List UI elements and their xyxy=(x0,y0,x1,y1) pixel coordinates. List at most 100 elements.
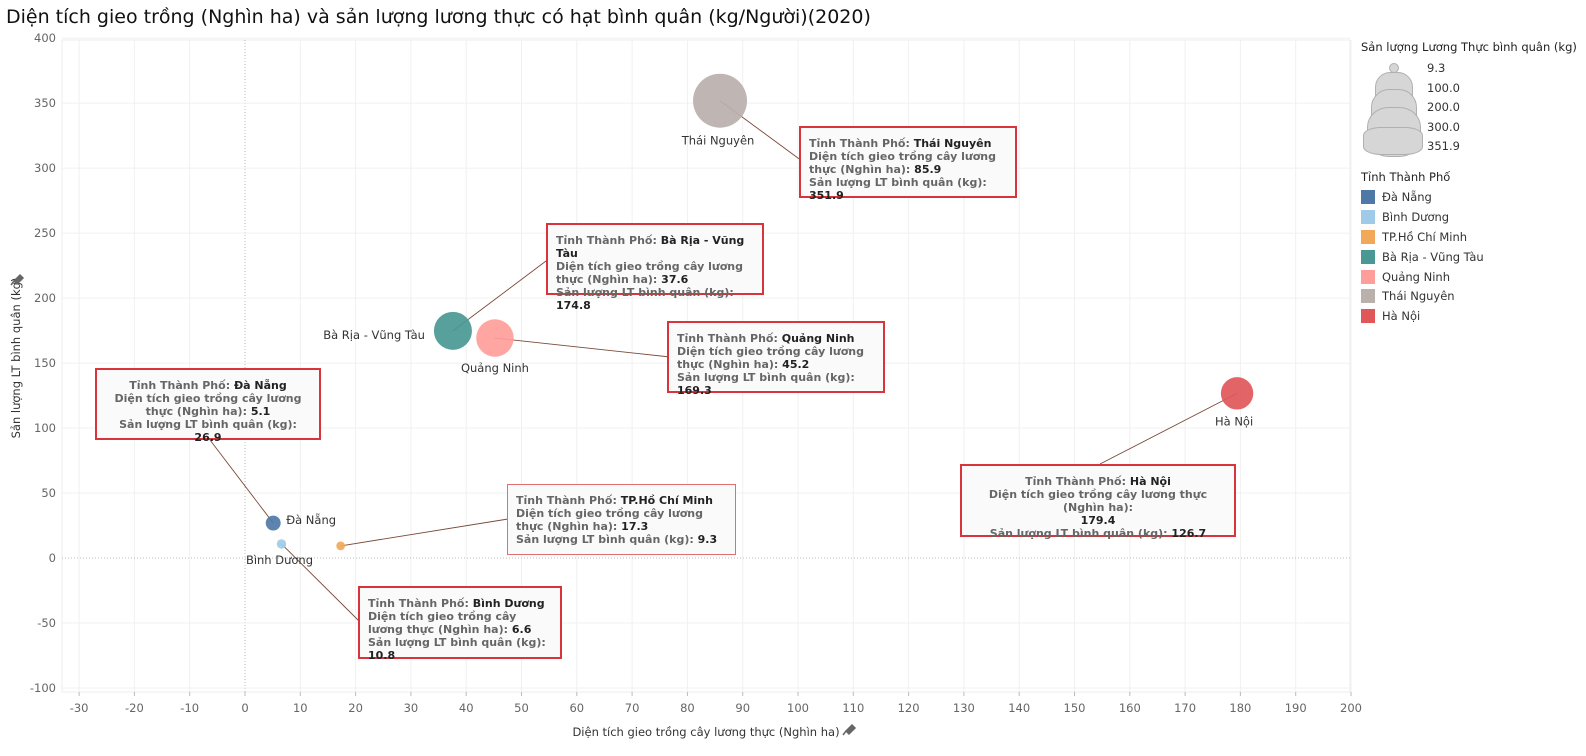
x-tick-label: -10 xyxy=(180,701,199,715)
callout-dt-label: Diện tích gieo trồng cây lương thực (Ngh… xyxy=(677,345,864,371)
x-tick-label: 150 xyxy=(1064,701,1086,715)
y-tick-label: 400 xyxy=(34,31,56,45)
x-tick-label: 130 xyxy=(953,701,975,715)
x-tick-label: 20 xyxy=(348,701,363,715)
callout-sl-value: 351.9 xyxy=(809,189,844,202)
y-tick-label: -50 xyxy=(37,616,56,630)
callout-leaders xyxy=(209,100,1238,623)
x-tick-label: 140 xyxy=(1008,701,1030,715)
callout-tinh-label: Tỉnh Thành Phố: xyxy=(677,332,778,345)
callout-tinh-label: Tỉnh Thành Phố: xyxy=(129,379,231,392)
callout-sl-label: Sản lượng LT bình quân (kg): xyxy=(677,371,855,384)
callout-name: TP.Hồ Chí Minh xyxy=(620,494,713,507)
y-axis-title: Sản lượng LT bình quân (kg) xyxy=(9,278,23,439)
callout-sl-value: 169.3 xyxy=(677,384,712,397)
x-tick-label: 120 xyxy=(898,701,920,715)
leader-line xyxy=(340,518,509,547)
data-point xyxy=(1220,377,1254,410)
legend-item-thai-nguyen[interactable]: Thái Nguyên xyxy=(1361,286,1581,306)
callout-ba-ria-vung-tau: Tỉnh Thành Phố: Bà Rịa - Vũng Tàu Diện t… xyxy=(546,223,764,312)
leader-line xyxy=(494,337,671,358)
callout-name: Quảng Ninh xyxy=(781,332,855,345)
callout-dt-value: 5.1 xyxy=(250,405,271,418)
size-legend-title: Sản lượng Lương Thực bình quân (kg) xyxy=(1361,40,1577,54)
grid xyxy=(61,37,1352,693)
y-tick-label: 50 xyxy=(41,486,56,500)
callout-sl-value: 126.7 xyxy=(1171,527,1207,540)
x-axis-pin-icon[interactable] xyxy=(842,723,857,736)
legend-item-ba-ria-vung-tau[interactable]: Bà Rịa - Vũng Tàu xyxy=(1361,247,1581,267)
legend-swatch xyxy=(1361,289,1375,304)
callout-sl-value: 174.8 xyxy=(556,299,591,312)
callout-name: Bình Dương xyxy=(472,597,545,610)
callout-dt-label: Diện tích gieo trồng cây lương thực (Ngh… xyxy=(516,507,703,533)
size-legend-value: 9.3 xyxy=(1427,61,1446,75)
size-legend-item[interactable]: 351.9 xyxy=(1361,127,1581,156)
x-tick-label: 90 xyxy=(735,701,750,715)
legend-item-ha-noi[interactable]: Hà Nội xyxy=(1361,306,1581,326)
point-label: Quảng Ninh xyxy=(461,361,529,375)
leader-line xyxy=(281,543,361,623)
legend-item-da-nang[interactable]: Đà Nẵng xyxy=(1361,188,1581,208)
legend-label: Bình Dương xyxy=(1382,210,1450,225)
legend-label: Thái Nguyên xyxy=(1382,289,1455,304)
legend-label: Bà Rịa - Vũng Tàu xyxy=(1382,249,1484,264)
y-tick-label: 250 xyxy=(34,226,56,240)
callout-name: Đà Nẵng xyxy=(233,379,287,392)
legend-item-quang-ninh[interactable]: Quảng Ninh xyxy=(1361,267,1581,287)
leader-line xyxy=(209,439,274,524)
size-legend-value: 351.9 xyxy=(1427,139,1460,153)
callout-dt-label: Diện tích gieo trồng cây lương thực (Ngh… xyxy=(114,392,302,418)
x-tick-label: 100 xyxy=(787,701,809,715)
callout-sl-value: 10.8 xyxy=(368,649,396,662)
callout-tinh-label: Tỉnh Thành Phố: xyxy=(1025,475,1127,488)
data-points xyxy=(265,73,1254,551)
callout-dt-value: 17.3 xyxy=(621,520,649,533)
callout-tinh-label: Tỉnh Thành Phố: xyxy=(556,234,657,247)
callout-dt-label: Diện tích gieo trồng cây lương thực (Ngh… xyxy=(988,488,1208,514)
y-tick-label: 150 xyxy=(34,356,56,370)
size-legend-value: 300.0 xyxy=(1427,119,1460,134)
callout-dt-label: Diện tích gieo trồng cây lương thực (Ngh… xyxy=(809,150,996,176)
legend-label: TP.Hồ Chí Minh xyxy=(1382,229,1468,244)
x-tick-label: 70 xyxy=(625,701,640,715)
data-point xyxy=(276,539,287,549)
callout-sl-label: Sản lượng LT bình quân (kg): xyxy=(989,527,1168,540)
callout-tinh-label: Tỉnh Thành Phố: xyxy=(516,494,617,507)
legend-label: Quảng Ninh xyxy=(1382,269,1451,284)
legend-swatch xyxy=(1361,249,1375,264)
x-tick-label: 160 xyxy=(1119,701,1141,715)
leader-line xyxy=(452,257,551,332)
legend-label: Đà Nẵng xyxy=(1382,190,1432,205)
color-legend: Đà Nẵng Bình Dương TP.Hồ Chí Minh Bà Rịa… xyxy=(1361,188,1581,327)
x-tick-label: 180 xyxy=(1229,701,1251,715)
y-axis-pin-icon[interactable] xyxy=(10,273,25,286)
leader-line xyxy=(1099,392,1238,465)
x-tick-label: -20 xyxy=(125,701,144,715)
callout-binh-duong: Tỉnh Thành Phố: Bình Dương Diện tích gie… xyxy=(358,586,562,662)
plot-frame xyxy=(61,39,1351,693)
callout-tinh-label: Tỉnh Thành Phố: xyxy=(368,597,469,610)
callout-dt-value: 37.6 xyxy=(661,273,689,286)
point-labels: Đà Nẵng Bình Dương Bà Rịa - Vũng Tàu Quảng … xyxy=(246,134,1253,567)
data-point xyxy=(265,515,281,531)
legend-item-tp-ho-chi-minh[interactable]: TP.Hồ Chí Minh xyxy=(1361,227,1581,247)
data-point xyxy=(693,73,748,128)
callout-name: Thái Nguyên xyxy=(913,137,992,150)
y-tick-label: 100 xyxy=(34,421,56,435)
legend-item-binh-duong[interactable]: Bình Dương xyxy=(1361,207,1581,227)
chart-title: Diện tích gieo trồng (Nghìn ha) và sản l… xyxy=(6,6,871,28)
callout-dt-value: 6.6 xyxy=(511,623,532,636)
legend-swatch xyxy=(1361,190,1375,205)
x-tick-label: 50 xyxy=(514,701,529,715)
callout-dt-label: Diện tích gieo trồng cây lương thực (Ngh… xyxy=(368,610,517,636)
size-legend: 9.3 100.0 200.0 300.0 351.9 xyxy=(1361,58,1581,157)
point-label: Bà Rịa - Vũng Tàu xyxy=(323,328,425,342)
size-legend-circle xyxy=(1363,127,1423,155)
x-tick-label: 110 xyxy=(842,701,864,715)
y-tick-label: 300 xyxy=(34,161,56,175)
callout-sl-label: Sản lượng LT bình quân (kg): xyxy=(809,176,987,189)
x-tick-label: 60 xyxy=(569,701,584,715)
color-legend-title: Tỉnh Thành Phố xyxy=(1361,169,1451,184)
